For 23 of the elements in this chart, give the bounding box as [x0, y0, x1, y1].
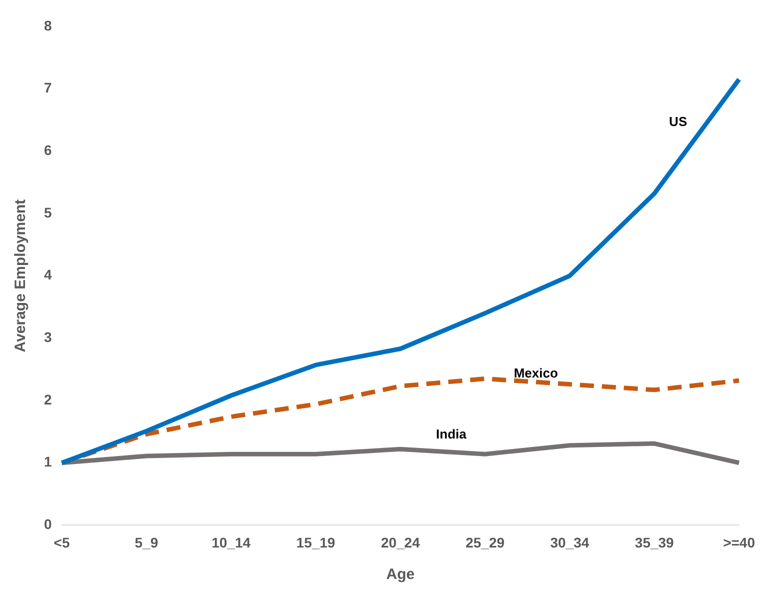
x-tick-label: >=40: [723, 534, 756, 550]
x-tick-label: 20_24: [380, 534, 420, 550]
x-tick-label: 35_39: [634, 534, 674, 550]
x-tick-label: 30_34: [550, 534, 590, 550]
x-tick-label: 25_29: [466, 534, 505, 550]
x-tick-label: 5_9: [134, 534, 158, 550]
y-tick-label: 1: [44, 454, 52, 470]
y-tick-label: 3: [44, 329, 52, 346]
x-axis-title: Age: [386, 566, 415, 584]
series-label: Mexico: [514, 365, 558, 380]
y-tick-label: 0: [44, 516, 52, 532]
y-tick-label: 4: [44, 266, 52, 283]
x-tick-label: 10_14: [212, 534, 251, 550]
series-label: India: [436, 426, 468, 442]
series-label: US: [669, 114, 688, 129]
y-tick-label: 8: [44, 17, 52, 34]
y-tick-label: 2: [44, 391, 52, 408]
y-axis-title: Average Employment: [12, 199, 30, 352]
y-tick-label: 5: [44, 204, 52, 220]
x-tick-label: 15_19: [296, 534, 336, 550]
x-tick-label: <5: [54, 534, 70, 550]
y-tick-label: 7: [44, 80, 52, 96]
y-tick-label: 6: [44, 142, 52, 158]
